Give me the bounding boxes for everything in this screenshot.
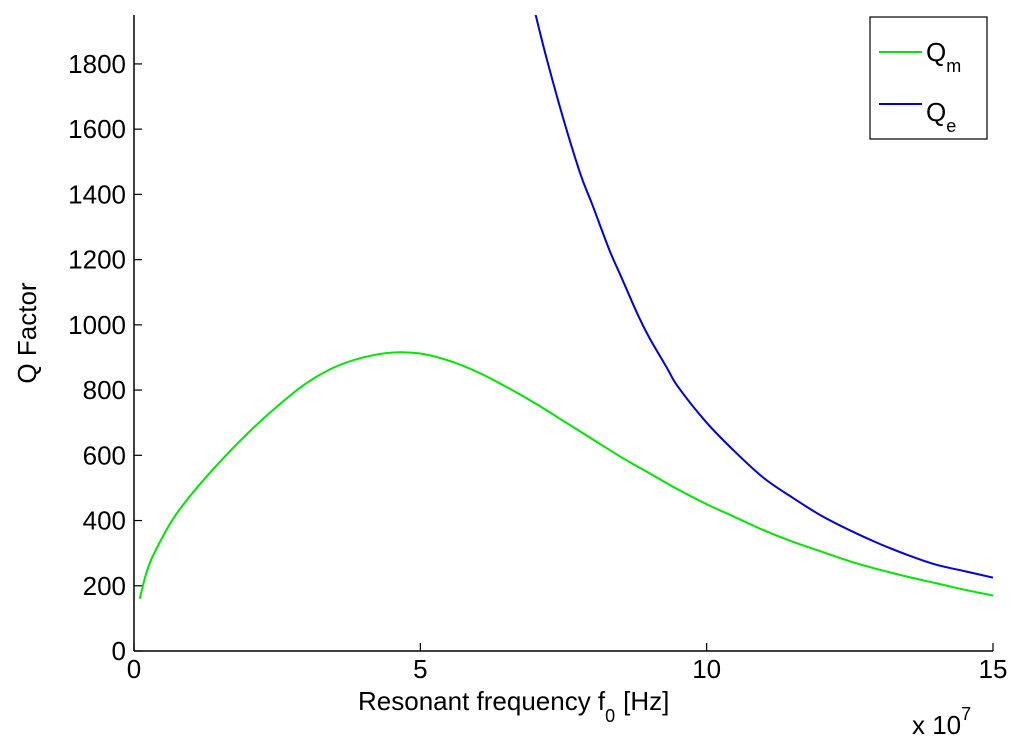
legend-label-qm-subscript: m [946,56,961,76]
x-axis-label: Resonant frequency f0 [Hz] [358,686,669,726]
series-line-qm [138,351,993,600]
y-tick-label: 1600 [68,114,126,144]
legend-label-qm: Qm [926,37,961,76]
x-axis-exponent-base: x 10 [912,710,961,740]
y-tick-label: 1200 [68,245,126,275]
x-axis-exponent-power: 7 [961,704,971,724]
y-tick-label: 1400 [68,179,126,209]
y-axis-label: Q Factor [12,282,42,383]
legend-label-qe-subscript: e [946,116,956,136]
x-axis-label-unit: [Hz] [623,686,669,716]
x-tick-label: 10 [692,654,721,684]
legend-label-qe: Qe [926,97,956,136]
y-tick-label: 800 [83,375,126,405]
y-tick-label: 1000 [68,310,126,340]
legend-label-qe-main: Q [926,97,946,127]
y-axis-ticks: 0 200 400 600 800 1000 1200 1400 1600 1800 [68,49,142,666]
x-axis-label-subscript: 0 [605,706,615,726]
x-axis-label-main: Resonant frequency f [358,686,606,716]
x-tick-label: 0 [127,654,141,684]
y-tick-label: 400 [83,506,126,536]
y-tick-label: 200 [83,571,126,601]
x-axis-exponent: x 107 [912,704,971,740]
x-tick-label: 15 [979,654,1008,684]
y-tick-label: 0 [112,636,126,666]
legend-box [869,16,988,140]
legend: Qm Qe [869,16,988,140]
plot-area [138,15,993,600]
y-tick-label: 600 [83,440,126,470]
legend-label-qm-main: Q [926,37,946,67]
x-axis-ticks: 0 5 10 15 [127,643,1008,684]
series-line-qe [534,15,993,579]
y-tick-label: 1800 [68,49,126,79]
x-tick-label: 5 [413,654,427,684]
